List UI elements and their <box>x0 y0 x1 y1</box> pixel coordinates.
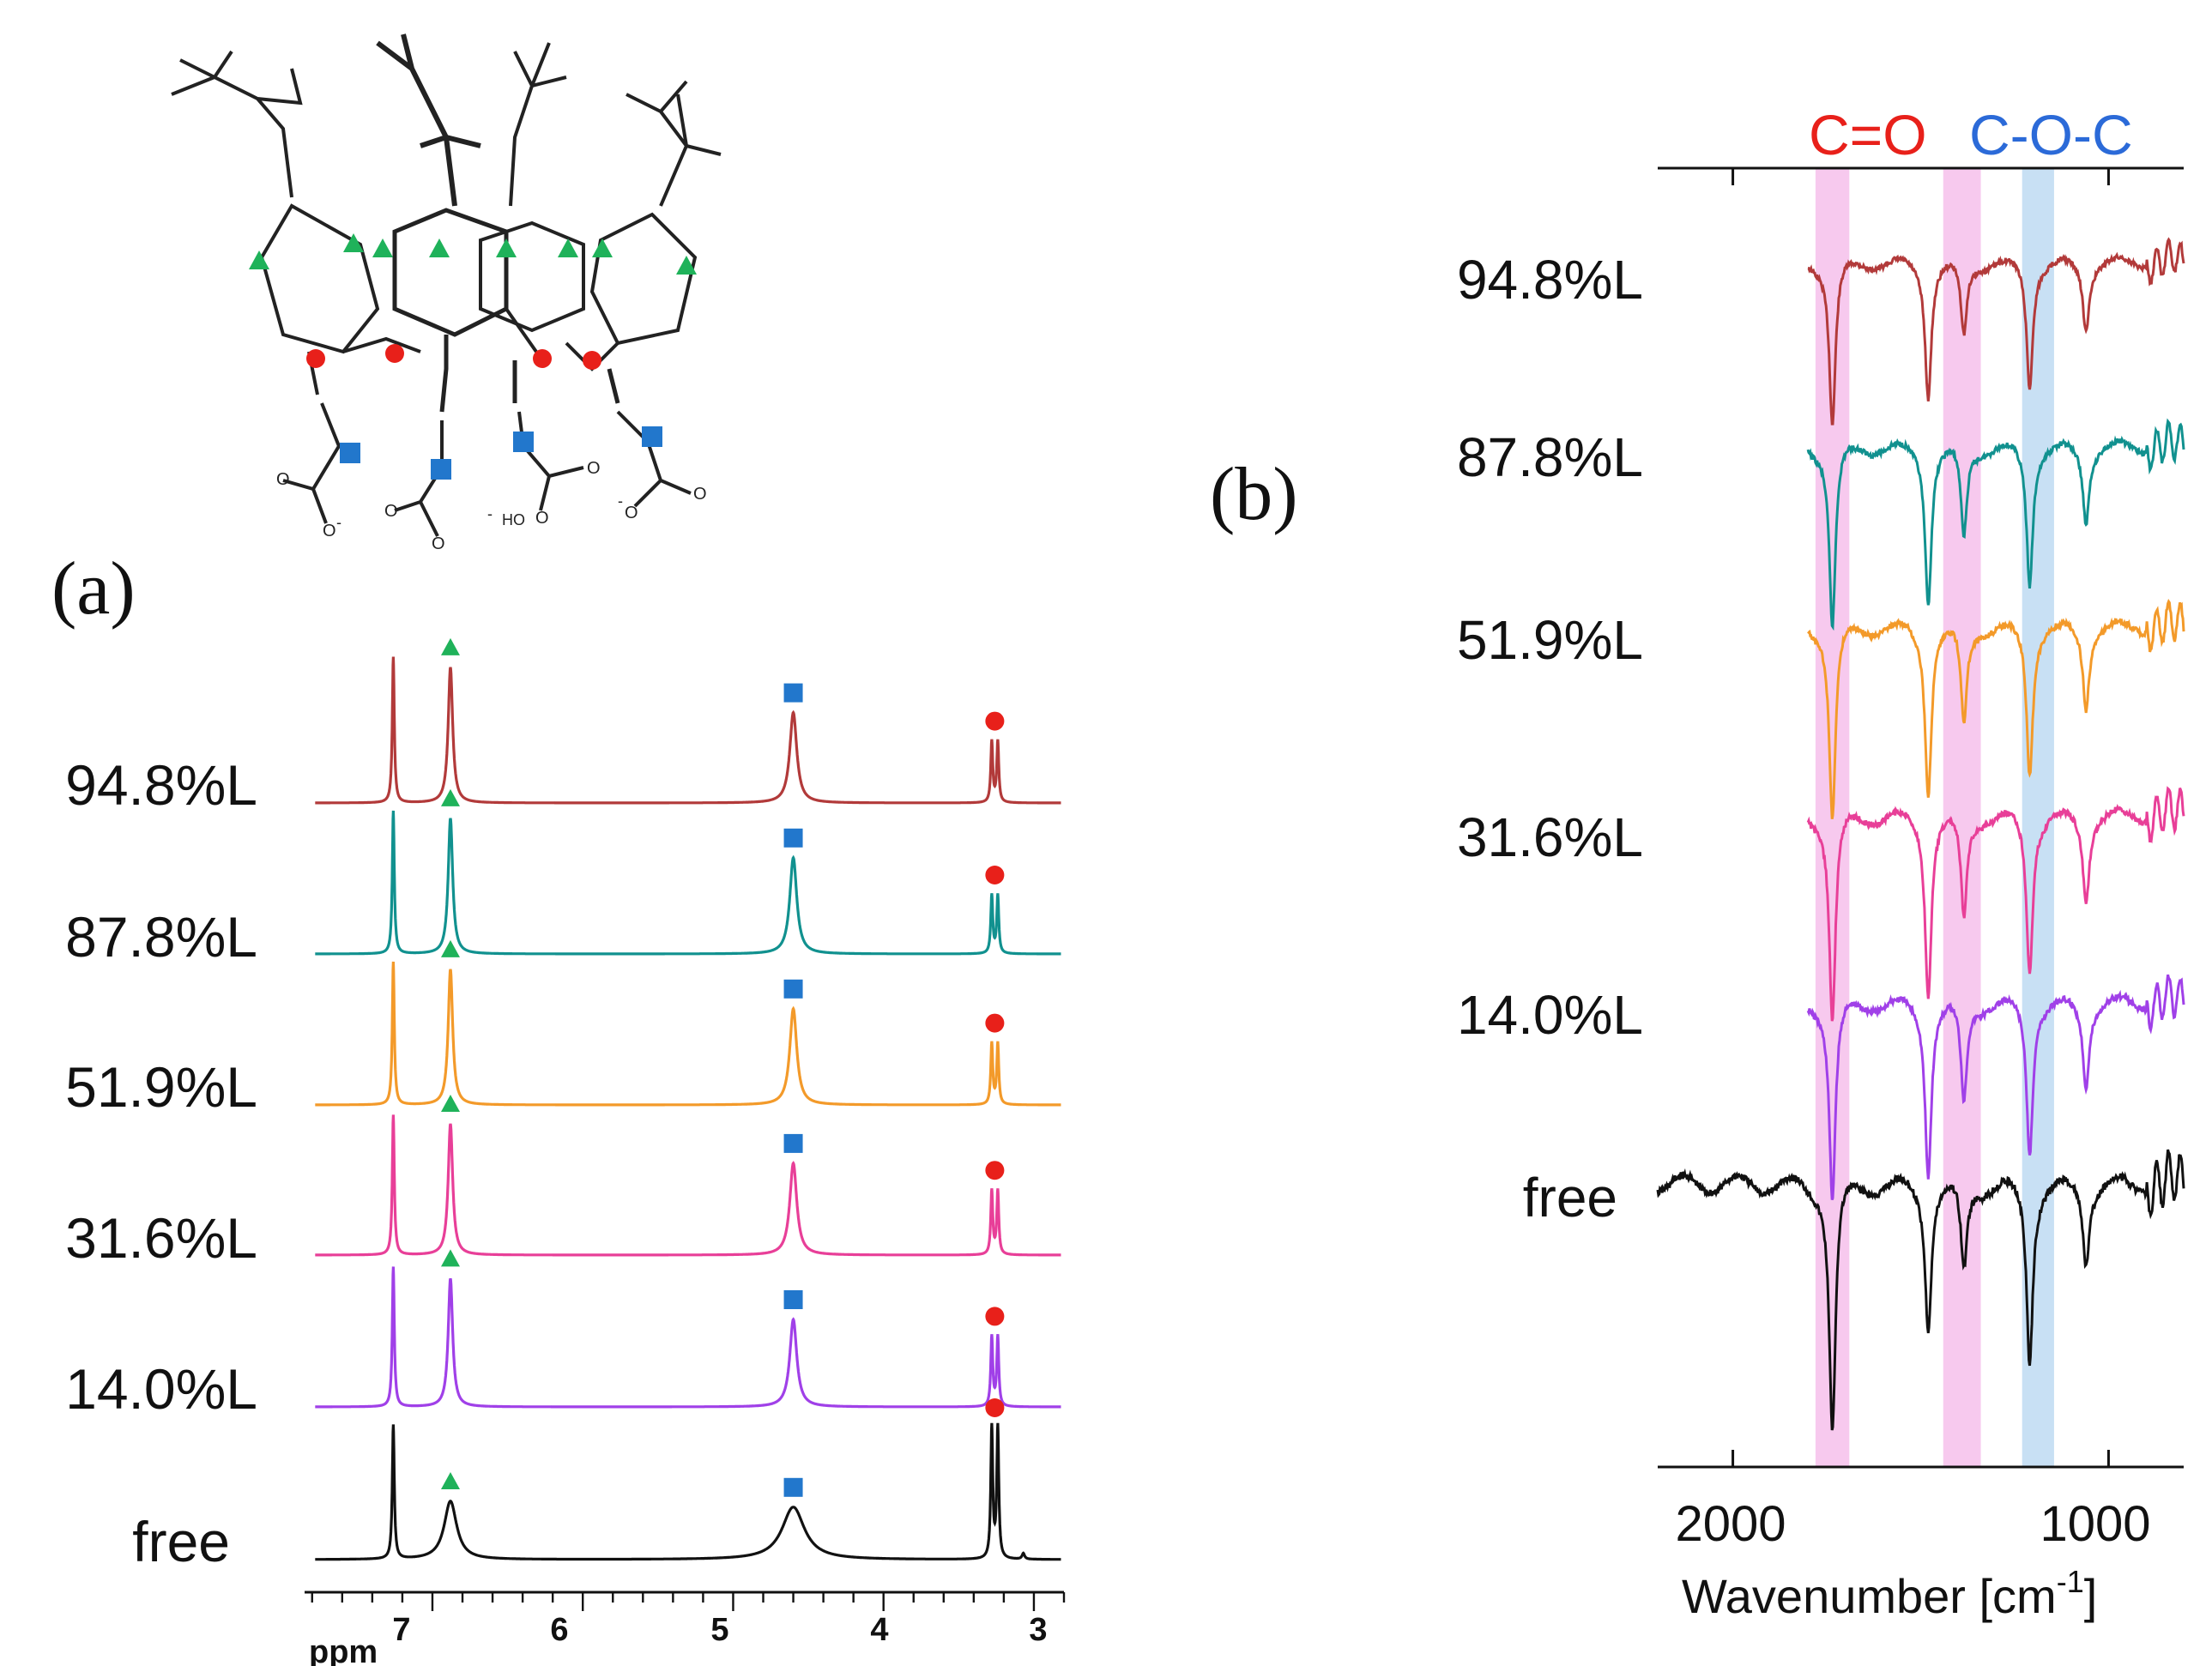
square-marker <box>340 443 360 463</box>
ir-band-label-coc: C-O-C <box>1969 103 2133 166</box>
molecule-label: O <box>625 504 638 522</box>
nmr-triangle-marker <box>440 788 460 806</box>
ir-trace-31.6%L <box>1806 786 2185 1022</box>
nmr-circle-marker <box>985 1013 1005 1033</box>
nmr-circle-marker <box>985 711 1005 731</box>
molecule-charge: - <box>336 514 341 531</box>
molecule-charge: - <box>618 492 623 510</box>
nmr-tick-label: 3 <box>1029 1612 1047 1648</box>
molecule-label: O <box>587 459 601 478</box>
nmr-x-unit: ppm <box>309 1634 378 1666</box>
ir-sample-label: 87.8%L <box>1457 426 1643 488</box>
nmr-trace-31.6%L <box>315 1114 1061 1257</box>
ir-sample-label: free <box>1523 1167 1617 1228</box>
nmr-square-marker <box>783 1290 803 1309</box>
nmr-sample-label: 14.0%L <box>65 1357 257 1421</box>
ir-band-label-co: C=O <box>1809 103 1927 166</box>
ir-trace-51.9%L <box>1807 599 2185 819</box>
nmr-square-marker <box>783 1477 803 1497</box>
circle-marker <box>306 349 325 368</box>
ir-band-highlight <box>1943 168 1981 1467</box>
square-marker <box>513 432 534 452</box>
ir-tick-label: 1000 <box>2040 1496 2150 1552</box>
nmr-tick-label: 7 <box>392 1612 410 1648</box>
ir-trace-87.8%L <box>1806 418 2185 631</box>
nmr-trace-51.9%L <box>315 961 1061 1107</box>
square-marker <box>642 426 662 447</box>
panel-b-label: (b) <box>1210 453 1298 536</box>
triangle-marker <box>249 251 269 269</box>
calixarene-structure <box>171 33 722 537</box>
nmr-circle-marker <box>985 1161 1005 1180</box>
ir-sample-label: 31.6%L <box>1457 806 1643 868</box>
nmr-triangle-marker <box>440 637 460 655</box>
ir-band-highlight <box>2022 168 2054 1467</box>
molecule-label: O <box>323 522 336 540</box>
nmr-sample-label: free <box>132 1510 230 1573</box>
nmr-triangle-marker <box>440 939 460 957</box>
square-marker <box>431 459 451 480</box>
ir-trace-14.0%L <box>1806 974 2185 1201</box>
nmr-sample-label: 94.8%L <box>65 753 257 817</box>
nmr-square-marker <box>783 683 803 703</box>
nmr-triangle-marker <box>440 1249 460 1267</box>
panel-a-label: (a) <box>51 547 136 631</box>
nmr-square-marker <box>783 979 803 999</box>
triangle-marker <box>429 238 450 257</box>
triangle-marker <box>592 238 613 257</box>
nmr-circle-marker <box>985 866 1005 884</box>
molecule-label: O <box>693 485 707 504</box>
ir-sample-label: 94.8%L <box>1457 249 1643 311</box>
triangle-marker <box>496 238 517 257</box>
nmr-triangle-marker <box>440 1095 460 1112</box>
circle-marker <box>533 349 552 368</box>
nmr-square-marker <box>783 1133 803 1153</box>
molecule-charge: - <box>487 505 493 522</box>
nmr-square-marker <box>783 828 803 848</box>
nmr-sample-label: 51.9%L <box>65 1055 257 1119</box>
nmr-trace-free <box>315 1422 1061 1561</box>
ir-sample-label: 14.0%L <box>1457 984 1643 1046</box>
nmr-tick-label: 6 <box>550 1612 568 1648</box>
ir-trace-94.8%L <box>1807 237 2185 426</box>
molecule-label: O <box>432 534 445 553</box>
nmr-triangle-marker <box>440 1472 460 1489</box>
triangle-marker <box>676 256 697 275</box>
ir-trace-free <box>1656 1149 2185 1431</box>
molecule-label: HO <box>502 511 525 528</box>
ir-tick-label: 2000 <box>1675 1496 1786 1552</box>
nmr-circle-marker <box>985 1307 1005 1326</box>
molecule-label: O <box>535 509 549 528</box>
nmr-trace-14.0%L <box>315 1266 1061 1409</box>
triangle-marker <box>372 238 393 257</box>
circle-marker <box>583 351 601 370</box>
nmr-sample-label: 31.6%L <box>65 1206 257 1270</box>
nmr-tick-label: 4 <box>870 1612 888 1648</box>
triangle-marker <box>558 238 578 257</box>
molecule-label: O <box>384 502 398 521</box>
nmr-trace-94.8%L <box>315 656 1061 805</box>
molecule-label: O <box>276 470 290 489</box>
nmr-trace-87.8%L <box>315 810 1061 956</box>
ir-x-label: Wavenumber [cm-1] <box>1682 1564 2097 1623</box>
nmr-sample-label: 87.8%L <box>65 905 257 969</box>
nmr-circle-marker <box>985 1398 1005 1417</box>
ir-sample-label: 51.9%L <box>1457 609 1643 671</box>
triangle-marker <box>343 233 364 252</box>
nmr-tick-label: 5 <box>710 1612 728 1648</box>
circle-marker <box>385 344 404 363</box>
